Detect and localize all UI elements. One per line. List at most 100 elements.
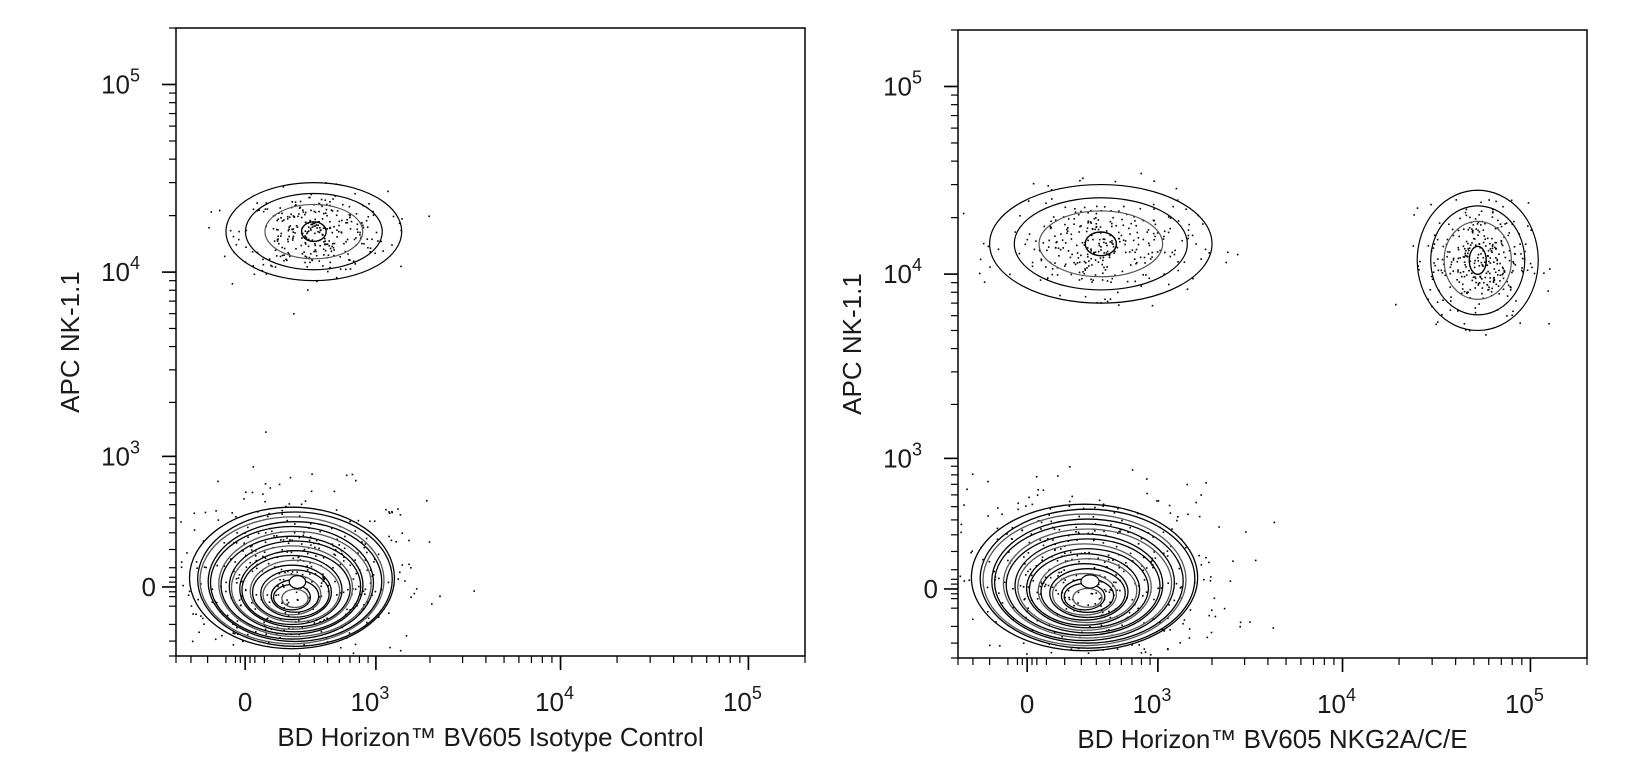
event-dot bbox=[301, 232, 304, 235]
event-dot bbox=[1474, 307, 1477, 309]
event-dot bbox=[1068, 596, 1070, 599]
event-dot bbox=[1203, 578, 1205, 581]
event-dot bbox=[346, 238, 349, 241]
event-dot bbox=[1485, 272, 1488, 275]
event-dot bbox=[1068, 598, 1071, 601]
event-dot bbox=[276, 240, 279, 242]
event-dot bbox=[1450, 263, 1453, 266]
event-dot bbox=[1434, 264, 1436, 267]
event-dot bbox=[305, 256, 308, 258]
event-dot bbox=[1087, 604, 1089, 606]
event-dot bbox=[287, 542, 290, 544]
event-dot bbox=[1457, 310, 1459, 312]
event-dot bbox=[279, 255, 282, 258]
event-dot bbox=[1111, 585, 1114, 587]
event-dot bbox=[1169, 227, 1171, 230]
event-dot bbox=[1513, 262, 1515, 265]
event-dot bbox=[1097, 261, 1100, 263]
event-dot bbox=[245, 229, 248, 232]
event-dot bbox=[1145, 274, 1147, 276]
event-dot bbox=[339, 256, 341, 258]
event-dot bbox=[1488, 288, 1490, 291]
event-dot bbox=[1115, 224, 1117, 227]
event-dot bbox=[1133, 216, 1135, 218]
event-dot bbox=[333, 553, 335, 556]
event-dot bbox=[1173, 253, 1176, 256]
event-dot bbox=[315, 224, 318, 226]
event-dot bbox=[346, 218, 348, 221]
event-dot bbox=[1477, 284, 1480, 286]
event-dot bbox=[298, 612, 300, 614]
event-dot bbox=[271, 265, 273, 268]
x-axis: 0 103 104 105 bbox=[957, 658, 1588, 719]
event-dot bbox=[1512, 270, 1514, 272]
event-dot bbox=[180, 566, 183, 569]
event-dot bbox=[1094, 274, 1097, 276]
event-dot bbox=[314, 249, 317, 251]
event-dot bbox=[236, 582, 238, 584]
event-dot bbox=[333, 490, 336, 493]
event-dot bbox=[1474, 287, 1477, 289]
event-dot bbox=[292, 237, 294, 239]
contour-line bbox=[1063, 582, 1106, 611]
event-dot bbox=[349, 609, 351, 611]
event-dot bbox=[1418, 268, 1420, 271]
event-dot bbox=[265, 273, 268, 275]
event-dot bbox=[1032, 182, 1035, 185]
event-dot bbox=[323, 241, 325, 243]
event-dot bbox=[1066, 232, 1068, 234]
event-dot bbox=[1067, 534, 1070, 537]
event-dot bbox=[1106, 250, 1109, 253]
event-dot bbox=[1427, 245, 1430, 247]
event-dot bbox=[1131, 644, 1133, 646]
event-dot bbox=[314, 232, 316, 235]
event-dot bbox=[250, 549, 253, 551]
event-dot bbox=[1036, 494, 1039, 496]
event-dot bbox=[359, 593, 362, 596]
event-dot bbox=[1022, 586, 1025, 588]
event-dot bbox=[1011, 538, 1013, 540]
event-dot bbox=[348, 205, 351, 208]
event-dot bbox=[1048, 239, 1050, 242]
event-dot bbox=[309, 220, 311, 222]
event-dot bbox=[354, 588, 357, 590]
event-dot bbox=[1452, 259, 1455, 261]
event-dot bbox=[1042, 489, 1045, 491]
contour-line bbox=[1051, 572, 1118, 616]
event-dot bbox=[265, 633, 267, 636]
event-dot bbox=[1484, 222, 1486, 225]
event-dot bbox=[1078, 279, 1081, 281]
event-dot bbox=[242, 550, 244, 552]
event-dot bbox=[1121, 519, 1123, 522]
event-dot bbox=[1457, 269, 1459, 271]
event-dot bbox=[362, 226, 365, 229]
event-dot bbox=[1124, 240, 1127, 242]
event-dot bbox=[1168, 283, 1170, 286]
event-dot bbox=[372, 574, 375, 576]
event-dot bbox=[1441, 272, 1444, 274]
event-dot bbox=[296, 598, 299, 601]
event-dot bbox=[1521, 267, 1523, 269]
event-dot bbox=[251, 602, 253, 604]
event-dot bbox=[326, 641, 329, 643]
event-dot bbox=[372, 214, 375, 216]
event-dot bbox=[1035, 476, 1038, 478]
event-dot bbox=[1548, 322, 1550, 325]
x-tick-label: 0 bbox=[238, 687, 252, 717]
event-dot bbox=[1103, 206, 1106, 208]
event-dot bbox=[1474, 218, 1477, 220]
event-dot bbox=[1480, 261, 1483, 264]
event-dot bbox=[1459, 257, 1461, 259]
event-dot bbox=[1051, 268, 1054, 270]
event-dot bbox=[326, 617, 328, 620]
event-dot bbox=[1475, 244, 1477, 246]
event-dot bbox=[1191, 234, 1194, 237]
event-dot bbox=[1467, 228, 1470, 231]
event-dot bbox=[1549, 268, 1551, 270]
event-dot bbox=[1139, 207, 1142, 210]
event-dot bbox=[1047, 185, 1049, 187]
event-dot bbox=[347, 253, 349, 255]
event-dot bbox=[367, 617, 370, 620]
event-dot bbox=[1087, 222, 1089, 224]
event-dot bbox=[1531, 266, 1533, 269]
